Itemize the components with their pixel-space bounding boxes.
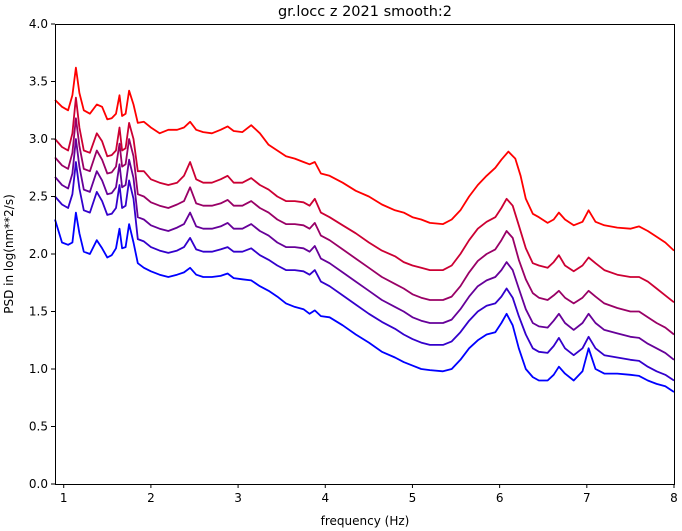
psd-series-line-4 — [54, 138, 675, 361]
x-tick-label: 3 — [234, 491, 242, 505]
y-tick-label: 1.0 — [29, 362, 48, 376]
y-tick-label: 0.5 — [29, 420, 48, 434]
x-axis: 1 2 3 4 5 6 7 8 — [60, 484, 678, 505]
y-tick-label: 3.0 — [29, 132, 48, 146]
y-tick-label: 2.5 — [29, 190, 48, 204]
y-tick-label: 4.0 — [29, 17, 48, 31]
title-group: gr.locc z 2021 smooth:2 — [278, 4, 452, 20]
x-tick-label: 2 — [147, 491, 155, 505]
chart-title: gr.locc z 2021 smooth:2 — [278, 4, 452, 20]
y-tick-label: 2.0 — [29, 247, 48, 261]
y-tick-label: 0.0 — [29, 477, 48, 491]
y-tick-label: 1.5 — [29, 305, 48, 319]
psd-series-line-2 — [54, 96, 675, 304]
x-axis-label: frequency (Hz) — [321, 514, 410, 528]
y-axis: 0.0 0.5 1.0 1.5 2.0 2.5 3.0 3.5 4.0 — [29, 17, 55, 491]
x-tick-label: 5 — [409, 491, 417, 505]
y-tick-label: 3.5 — [29, 75, 48, 89]
psd-series-line-5 — [54, 161, 675, 382]
x-tick-label: 4 — [321, 491, 329, 505]
x-tick-label: 7 — [583, 491, 591, 505]
plot-frame — [55, 24, 675, 485]
x-tick-label: 8 — [670, 491, 678, 505]
x-tick-label: 1 — [60, 491, 68, 505]
psd-series-line-6 — [54, 211, 675, 393]
psd-series-line-1 — [54, 66, 675, 252]
x-tick-label: 6 — [496, 491, 504, 505]
series-layer — [54, 66, 675, 393]
y-axis-label: PSD in log(nm**2/s) — [2, 194, 16, 314]
psd-series-line-3 — [54, 117, 675, 336]
